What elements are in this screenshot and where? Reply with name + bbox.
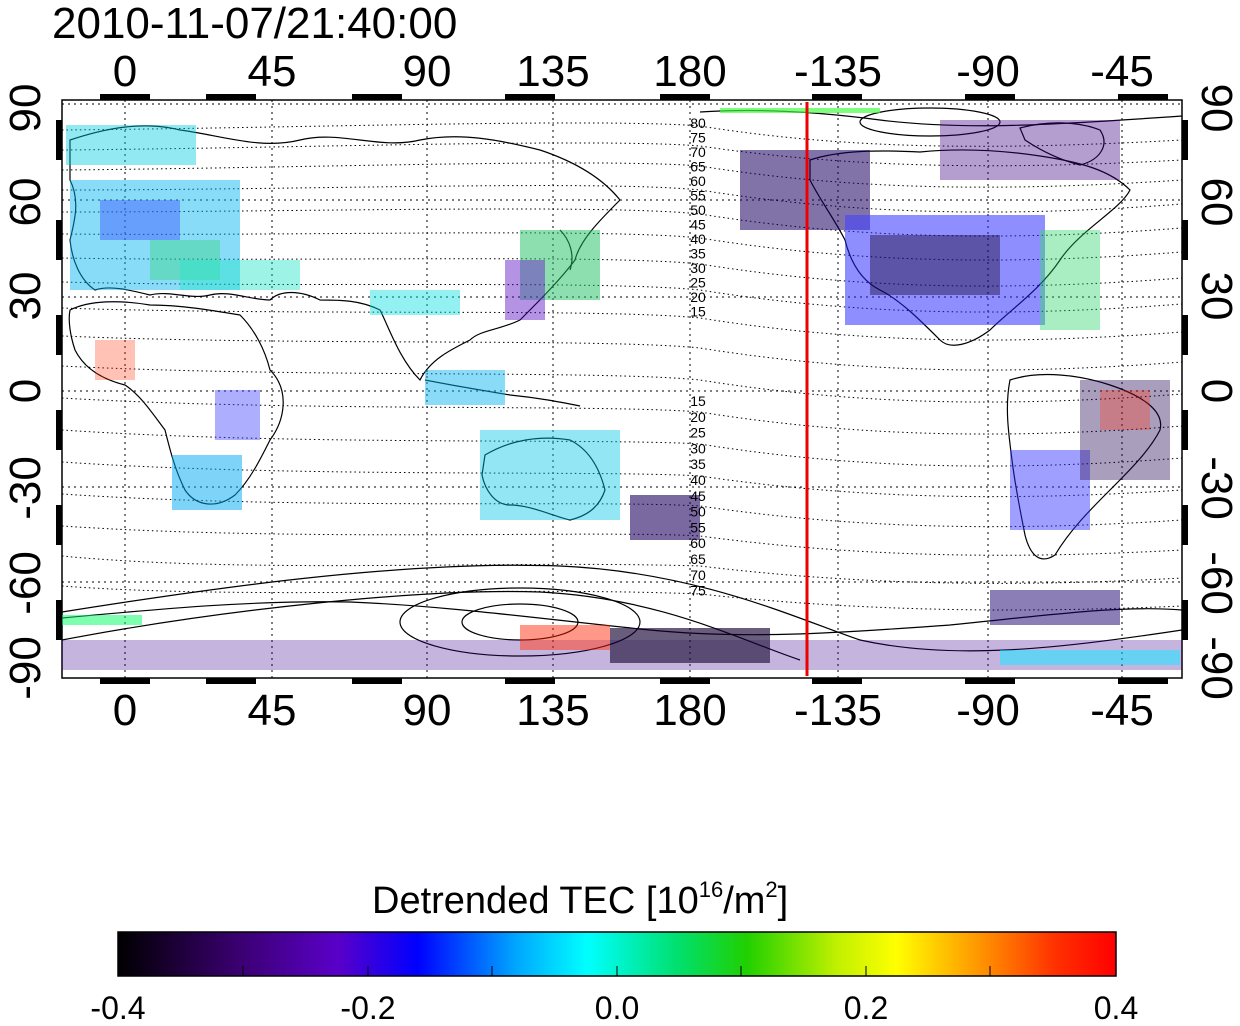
contour-label: 60 (690, 173, 706, 189)
right-lat-label: -90 (1192, 636, 1240, 700)
colorbar-tick-label: -0.2 (340, 990, 396, 1026)
right-lat-label: 90 (1192, 84, 1240, 133)
top-lon-label: 0 (113, 47, 137, 96)
tec-data-patches (62, 108, 1182, 670)
australia-coast (481, 437, 606, 521)
contour-label: 25 (690, 275, 706, 291)
bottom-lon-label: 135 (516, 686, 589, 735)
left-lat-label: 90 (1, 84, 50, 133)
greenland-coast (1019, 122, 1105, 166)
left-lat-label: 0 (1, 379, 50, 403)
left-lat-label: 60 (1, 178, 50, 227)
bottom-lon-label: 90 (403, 686, 452, 735)
contour-label: 30 (690, 440, 706, 456)
bottom-lon-label: -135 (794, 686, 882, 735)
contour-label: 50 (690, 504, 706, 520)
colorbar-tick-label: -0.4 (90, 990, 146, 1026)
top-lon-label: -45 (1090, 47, 1154, 96)
top-lon-label: -90 (956, 47, 1020, 96)
contour-label: 70 (690, 144, 706, 160)
contour-label: 15 (690, 304, 706, 320)
axis-labels: 0 45 90 135 180 -135 -90 -450 45 90 135 180 -135 -90-… (1, 47, 1240, 735)
contour-label: 55 (690, 188, 706, 204)
top-lon-label: -135 (794, 47, 882, 96)
indonesia-coast (424, 379, 581, 407)
bottom-lon-label: -90 (956, 686, 1020, 735)
contour-label: 80 (690, 115, 706, 131)
contour-label: 40 (690, 231, 706, 247)
contour-label: 20 (690, 289, 706, 305)
left-lat-label: -90 (1, 636, 50, 700)
colorbar-tick-label: 0.2 (843, 990, 889, 1026)
right-lat-label: 60 (1192, 178, 1240, 227)
contour-label: 45 (690, 217, 706, 233)
timestamp: 2010-11-07/21:40:00 (52, 0, 458, 48)
top-lon-label: 135 (516, 47, 589, 96)
right-lat-label: -60 (1192, 551, 1240, 615)
bottom-lon-label: -45 (1090, 686, 1154, 735)
top-lon-label: 180 (653, 47, 726, 96)
contour-label: 65 (690, 551, 706, 567)
right-lat-label: 30 (1192, 272, 1240, 321)
contour-label: 75 (690, 130, 706, 146)
left-lat-label: 30 (1, 272, 50, 321)
contour-label: 20 (690, 409, 706, 425)
colorbar-title: Detrended TEC [1016/m2] (372, 877, 789, 922)
top-lon-label: 90 (403, 47, 452, 96)
right-lat-label: -30 (1192, 456, 1240, 520)
colorbar-tick-label: 0.0 (594, 990, 640, 1026)
frame-ticks (56, 94, 1188, 684)
contour-label: 30 (690, 260, 706, 276)
africa-coast (68, 301, 284, 505)
contour-label: 60 (690, 535, 706, 551)
bottom-lon-label: 0 (113, 686, 137, 735)
contour-label: 35 (690, 456, 706, 472)
contour-label: 70 (690, 567, 706, 583)
contour-label: 40 (690, 472, 706, 488)
contour-label: 15 (690, 393, 706, 409)
contour-label: 35 (690, 246, 706, 262)
bottom-lon-label: 45 (248, 686, 297, 735)
contour-label: 55 (690, 519, 706, 535)
bottom-lon-label: 180 (653, 686, 726, 735)
contour-label: 50 (690, 202, 706, 218)
colorbar-tick-label: 0.4 (1093, 990, 1139, 1026)
colorbar-ticks (242, 966, 991, 976)
contour-label: 25 (690, 425, 706, 441)
contour-label: 45 (690, 488, 706, 504)
right-lat-label: 0 (1192, 379, 1240, 403)
left-lat-label: -30 (1, 456, 50, 520)
left-lat-label: -60 (1, 551, 50, 615)
top-lon-label: 45 (248, 47, 297, 96)
contour-label: 65 (690, 159, 706, 175)
contour-labels: 8075706560555045403530252015152025303540… (690, 115, 706, 599)
contour-label: 75 (690, 583, 706, 599)
europe-asia-coast (69, 125, 621, 382)
south-america-coast (1006, 373, 1162, 560)
